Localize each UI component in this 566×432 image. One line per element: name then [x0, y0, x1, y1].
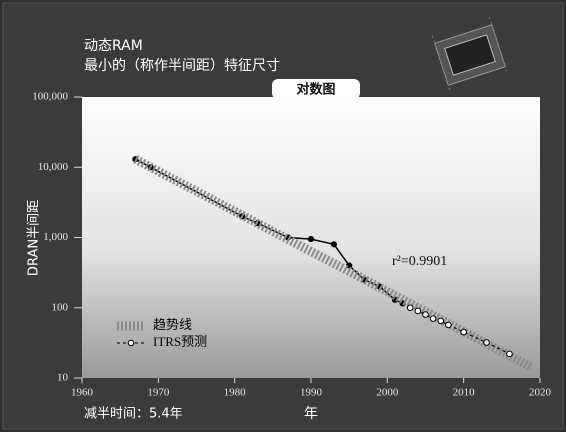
y-tick-label: 10: [57, 372, 69, 384]
legend-item: 趋势线: [117, 317, 192, 332]
y-axis-label: DRAN半间距: [27, 200, 42, 276]
r-squared: r²=0.9901: [392, 254, 447, 269]
x-tick-label: 1980: [224, 387, 247, 399]
y-tick-label: 10,000: [38, 161, 69, 173]
data-point: [307, 235, 315, 243]
x-axis-label: 年: [304, 406, 318, 422]
x-tick-label: 1970: [147, 387, 170, 399]
legend-label: 趋势线: [153, 317, 192, 332]
legend-marker: [127, 339, 135, 347]
series-line: [135, 158, 403, 305]
data-point: [460, 328, 467, 336]
chip-icon: [431, 17, 509, 93]
data-point: [445, 321, 452, 329]
x-tick-label: 2020: [529, 387, 552, 399]
y-tick-label: 1,000: [43, 231, 68, 243]
halving-time: 减半时间：5.4年: [84, 407, 183, 422]
scale-tab: [272, 79, 360, 99]
data-point: [437, 317, 445, 325]
y-tick-label: 100,000: [32, 91, 68, 103]
title: 动态RAM: [84, 38, 143, 54]
data-point: [422, 311, 429, 318]
scale-label: 对数图: [296, 82, 335, 98]
x-tick-label: 2010: [453, 387, 476, 399]
data-point: [506, 350, 513, 358]
data-point: [414, 307, 422, 315]
legend-item: ITRS预测: [117, 334, 207, 349]
data-point: [429, 315, 437, 322]
subtitle: 最小的（称作半间距）特征尺寸: [84, 58, 280, 74]
data-point: [483, 339, 490, 346]
y-tick-label: 100: [52, 301, 69, 313]
data-point: [330, 241, 337, 248]
legend-label: ITRS预测: [153, 334, 207, 349]
data-point: [406, 304, 414, 312]
x-tick-label: 2000: [376, 387, 399, 399]
x-tick-label: 1960: [71, 387, 94, 399]
x-tick-label: 1990: [300, 387, 323, 399]
